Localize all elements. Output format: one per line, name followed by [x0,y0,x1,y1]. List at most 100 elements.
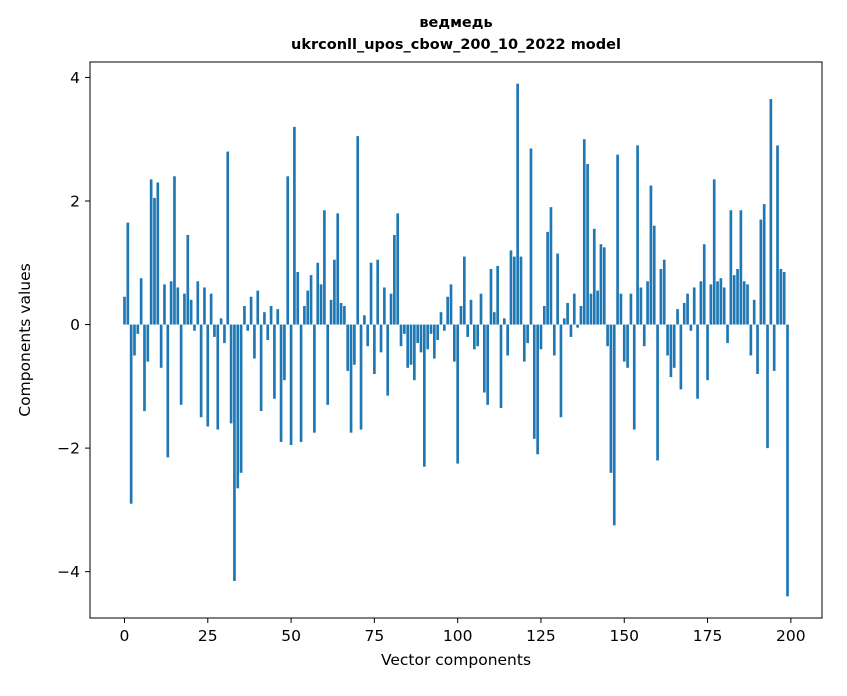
bar [752,299,756,325]
bar [706,324,709,381]
bar [189,299,193,325]
bar [556,253,559,325]
bar [609,324,613,473]
bar [409,324,413,365]
bar [243,306,246,325]
bar [399,324,403,347]
bar [779,268,783,325]
x-tick-label: 150 [609,627,639,645]
bar [736,268,739,325]
bar [296,272,300,325]
bar [476,324,479,347]
axes-box [89,61,823,619]
bar [642,324,646,347]
bar [266,324,270,340]
bar [273,324,276,399]
bar [592,228,596,325]
bar [596,290,599,325]
bar [339,302,343,325]
bar [782,272,786,325]
bar [313,324,316,433]
bar [173,176,176,325]
bar [326,324,330,405]
bar [619,293,623,325]
bar [199,324,203,418]
bar [406,324,410,368]
bar [649,185,653,325]
bar [719,278,723,325]
bar [679,324,683,390]
bar [632,324,636,430]
bar [383,287,386,325]
bar [376,259,380,325]
bar [433,324,436,359]
bar [426,324,430,350]
bar [463,256,466,325]
bar [369,262,373,325]
bar [233,324,236,581]
bar [293,126,296,325]
bar [366,324,370,347]
bar [239,324,243,473]
bar [686,293,689,325]
chart-title: ведмедь ukrconll_upos_cbow_200_10_2022 m… [90,12,822,57]
bar [526,324,529,344]
bar [253,324,256,359]
bar [156,182,160,325]
x-tick-label: 25 [198,627,218,645]
bar [656,324,659,461]
bar [276,309,280,325]
bar [256,290,260,325]
bar [689,324,693,331]
bar [396,213,400,325]
bar [149,179,153,325]
bar [286,176,290,325]
bar [602,247,606,325]
bar [209,293,213,325]
bar [766,324,769,449]
bar [389,293,393,325]
bar [479,293,483,325]
bar [622,324,626,362]
bar [336,213,340,325]
bar [509,250,513,325]
bar [379,324,383,353]
bar [333,259,336,325]
bar [549,207,553,325]
bar [709,284,713,325]
bar [373,324,376,374]
bar [213,324,216,337]
bar [712,179,716,325]
bar [443,324,446,331]
bar [522,324,526,362]
bar [626,324,629,368]
bar [316,262,320,325]
bar [559,324,563,418]
x-tick-label: 100 [443,627,473,645]
x-tick-label: 0 [120,627,130,645]
bar [722,287,726,325]
bar [672,324,676,368]
bar [423,324,426,467]
bar [552,324,556,356]
bar [229,324,233,424]
bar [562,318,566,325]
bar [216,324,220,430]
bar [606,324,609,347]
bar [456,324,459,464]
bar [532,324,536,439]
bar [582,139,586,325]
bar [629,293,633,325]
bar [472,324,476,350]
bar [196,281,200,325]
bar [219,318,223,325]
bar [732,275,736,325]
bar [616,154,619,325]
y-tick-label: 4 [70,69,80,87]
bar [666,324,669,356]
bar [169,281,173,325]
bar [319,284,323,325]
bar [572,293,576,325]
bar [492,312,496,325]
